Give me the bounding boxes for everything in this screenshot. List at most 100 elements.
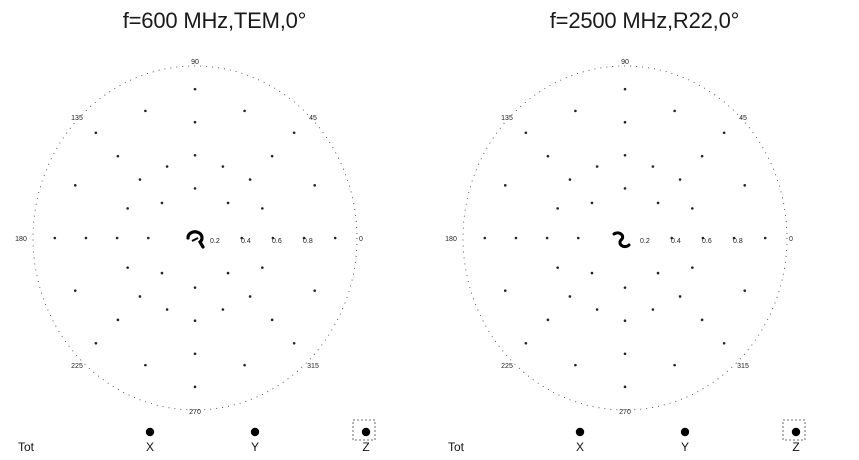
radial-tick-label: 0.2 [210, 238, 220, 245]
grid-dot [261, 266, 264, 269]
angle-label: 180 [15, 236, 27, 243]
angle-label: 90 [621, 59, 629, 66]
grid-dot [94, 131, 98, 135]
grid-dot [138, 295, 142, 298]
grid-dot [333, 236, 337, 240]
legend-label: X [576, 440, 584, 454]
grid-dot [193, 120, 197, 124]
grid-dot [691, 266, 694, 269]
grid-dot [656, 271, 660, 275]
grid-dot [302, 236, 306, 240]
angle-label: 315 [307, 363, 319, 370]
grid-dot [568, 178, 572, 181]
grid-dot [248, 295, 252, 298]
chart-title: f=600 MHz,TEM,0° [122, 8, 307, 33]
grid-dot [73, 184, 77, 187]
polar-chart-600mhz: f=600 MHz,TEM,0° 90 45 0 315 270 225 180 135 0.2… [0, 0, 429, 460]
radial-tick-label: 0.2 [640, 238, 650, 245]
grid-dot [248, 178, 252, 181]
grid-dot [313, 289, 317, 292]
angle-label: 45 [309, 115, 317, 122]
grid-dot [313, 184, 317, 187]
grid-dot [193, 352, 197, 356]
grid-dot [576, 236, 580, 240]
legend-marker-z [791, 427, 801, 437]
grid-dot [656, 201, 660, 205]
radial-tick-label: 0.8 [303, 238, 313, 245]
grid-dot [193, 385, 197, 389]
angle-label: 225 [501, 363, 513, 370]
legend-label: Tot [448, 440, 465, 454]
grid-dot [292, 341, 296, 345]
grid-dot [568, 295, 572, 298]
legend-marker-y [250, 427, 260, 437]
legend-label: Y [681, 440, 689, 454]
grid-dot [160, 201, 164, 205]
grid-dot [590, 201, 594, 205]
radial-tick-label: 0.8 [733, 238, 743, 245]
grid-dot [165, 165, 169, 168]
grid-dot [261, 207, 264, 210]
radial-tick-label: 0.4 [671, 238, 681, 245]
grid-dot [146, 236, 150, 240]
angle-label: 270 [189, 409, 201, 416]
grid-dot [691, 207, 694, 210]
grid-dot [270, 318, 274, 322]
angle-label: 270 [619, 409, 631, 416]
grid-dot [94, 341, 98, 345]
grid-dot [116, 318, 120, 322]
grid-dot [651, 165, 655, 168]
grid-dot [623, 187, 627, 190]
grid-dot [514, 236, 518, 240]
grid-dot [556, 266, 559, 269]
angle-label: 0 [789, 236, 793, 243]
grid-dot [115, 236, 119, 240]
legend-label: Z [362, 440, 369, 454]
angle-label: 180 [445, 236, 457, 243]
grid-dot [221, 165, 225, 168]
chart-title: f=2500 MHz,R22,0° [549, 8, 740, 33]
grid-dot [590, 271, 594, 275]
grid-dot [503, 184, 507, 187]
grid-dot [160, 271, 164, 275]
grid-dot [524, 131, 528, 135]
grid-dot [546, 154, 550, 158]
grid-dot [700, 154, 704, 158]
angle-label: 315 [737, 363, 749, 370]
grid-dot [483, 236, 487, 240]
pattern-trace [612, 231, 631, 249]
grid-dot [743, 184, 747, 187]
grid-dot [763, 236, 767, 240]
grid-dot [53, 236, 57, 240]
grid-dot [743, 289, 747, 292]
legend-marker-y [680, 427, 690, 437]
legend-label: Tot [18, 440, 35, 454]
grid-dot [193, 187, 197, 190]
pattern-trace [191, 237, 199, 242]
angle-label: 0 [359, 236, 363, 243]
grid-dot [595, 165, 599, 168]
grid-dot [722, 341, 726, 345]
legend-label: Z [792, 440, 799, 454]
angle-label: 225 [71, 363, 83, 370]
grid-dot [623, 319, 627, 322]
outer-ring [462, 65, 788, 411]
grid-dot [193, 154, 197, 157]
polar-plot-area: 90 45 0 315 270 225 180 135 0.2 0.4 0.6 0.8 Tot X Y Z [445, 59, 806, 454]
grid-dot [193, 87, 197, 91]
legend-marker-x [145, 427, 155, 437]
grid-dot [138, 178, 142, 181]
grid-dot [556, 207, 559, 210]
grid-dot [545, 236, 549, 240]
grid-dot [243, 363, 246, 367]
polar-chart-2500mhz: f=2500 MHz,R22,0° 90 45 0 315 270 225 180 135 0.… [430, 0, 859, 460]
grid-dot [193, 286, 197, 289]
grid-dot [574, 363, 577, 367]
angle-label: 135 [71, 115, 83, 122]
grid-dot [73, 289, 77, 292]
grid-dot [546, 318, 550, 322]
grid-dot [503, 289, 507, 292]
grid-dot [271, 236, 275, 240]
angle-label: 45 [739, 115, 747, 122]
angle-label: 135 [501, 115, 513, 122]
